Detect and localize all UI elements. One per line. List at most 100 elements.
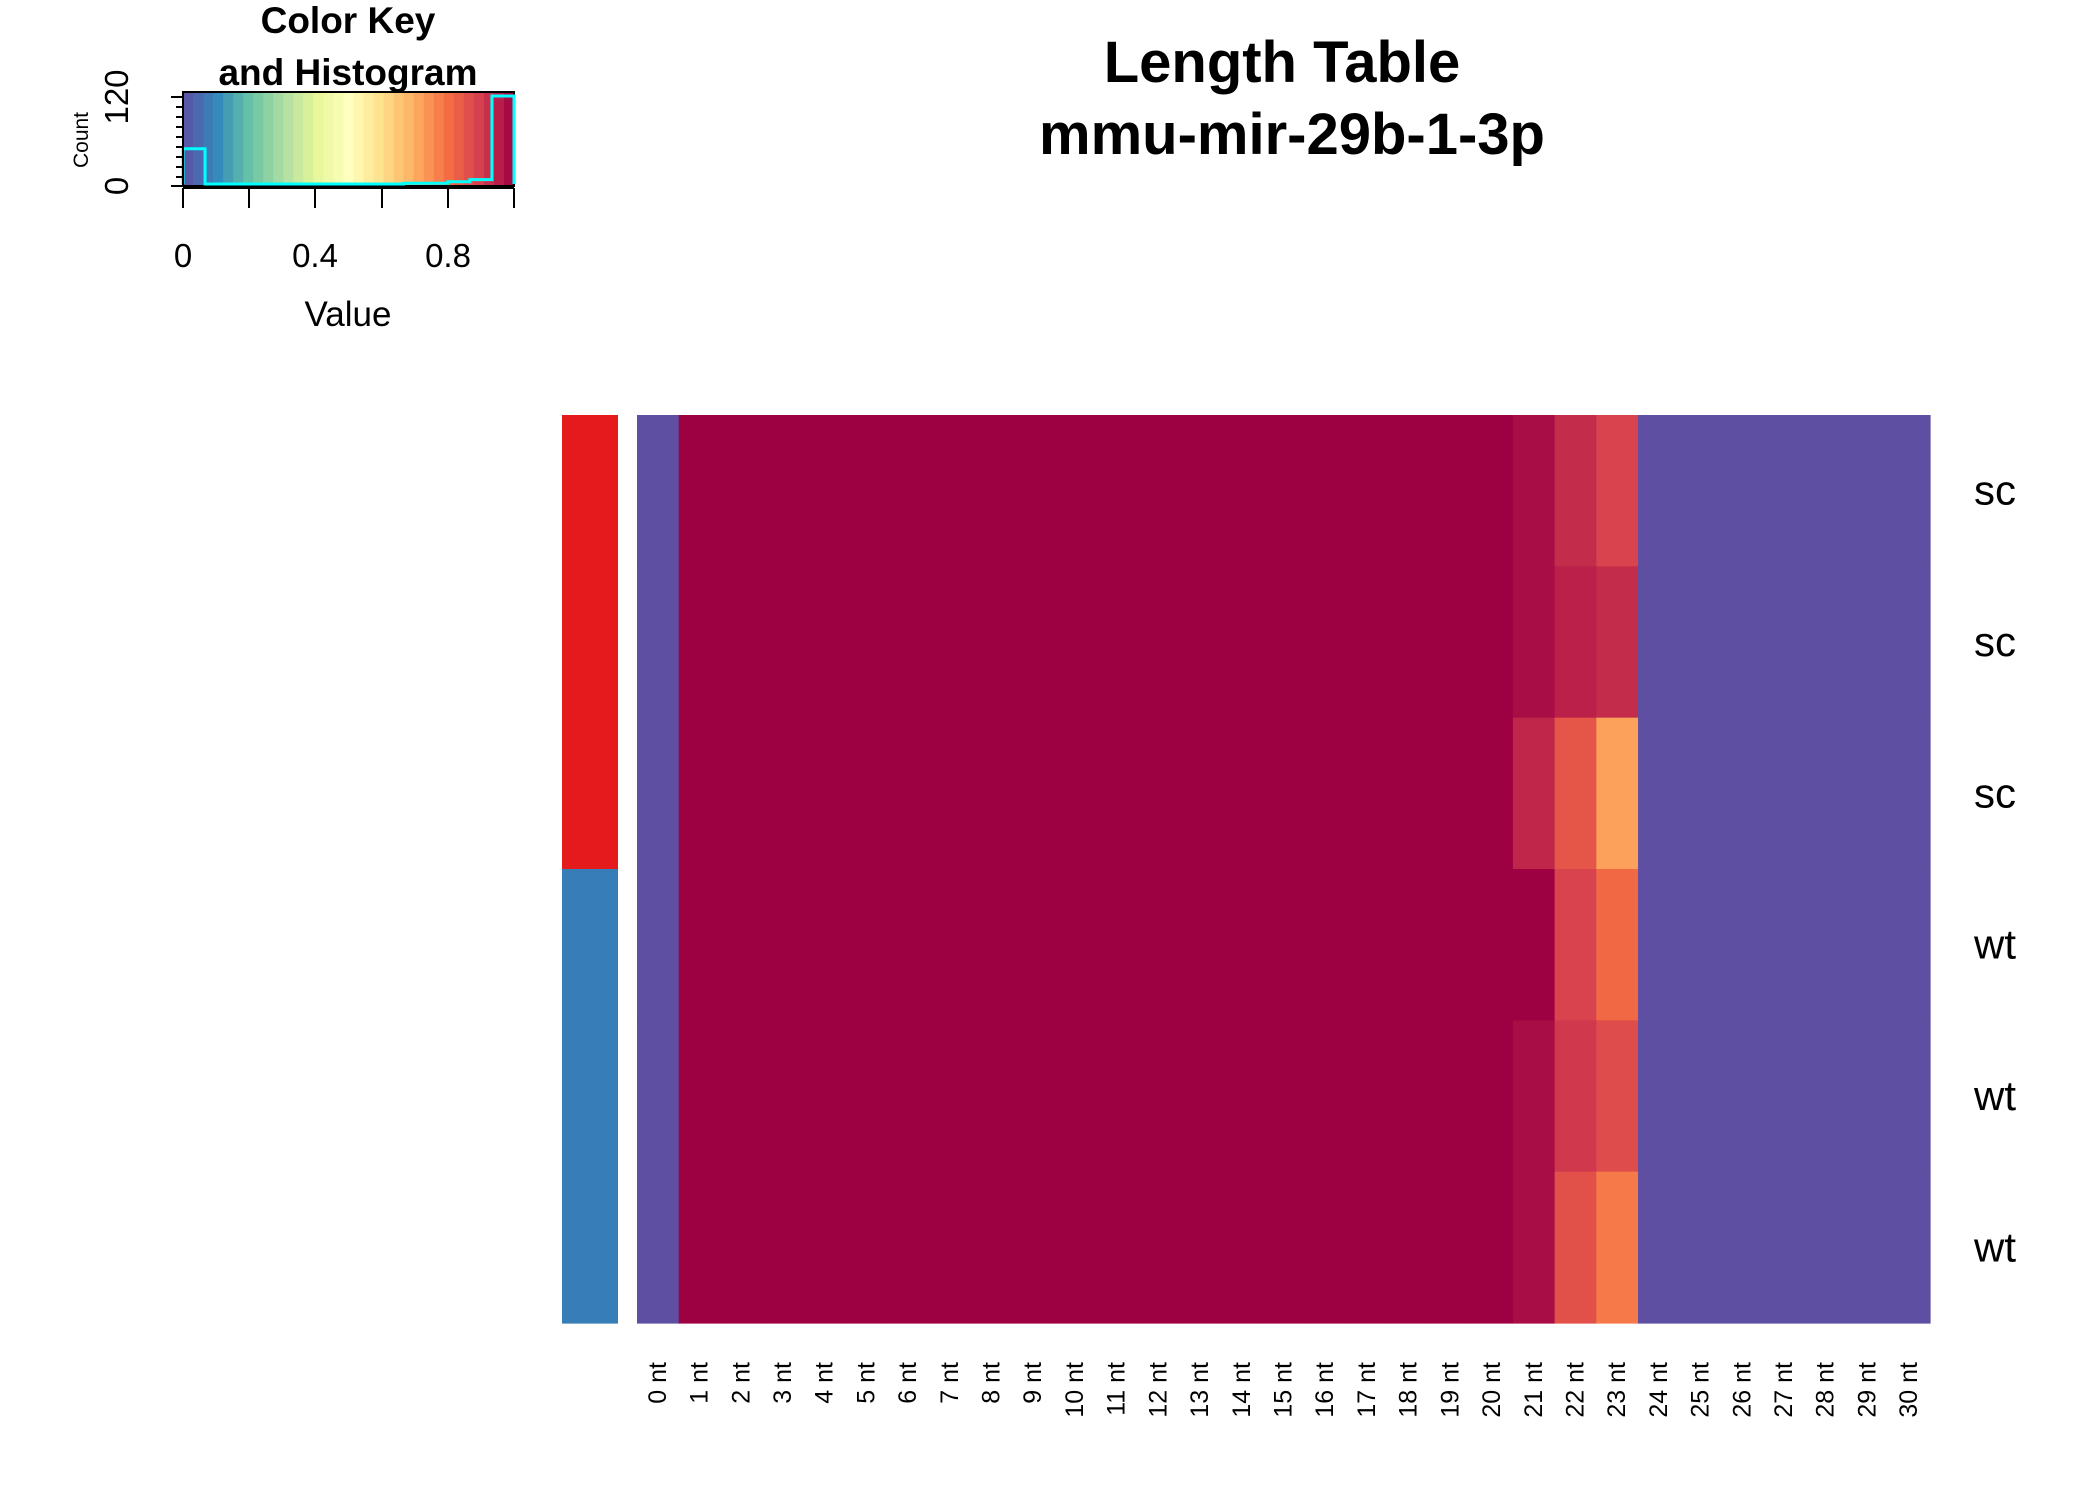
heatmap-cell (1012, 415, 1055, 567)
heatmap-cell (637, 415, 680, 567)
heatmap-cell (1054, 717, 1097, 870)
column-label: 29 nt (1853, 1362, 1881, 1418)
heatmap-cell (762, 415, 805, 567)
heatmap-cell (1638, 869, 1681, 1021)
column-label: 24 nt (1645, 1362, 1673, 1418)
heatmap-cell (1095, 415, 1139, 567)
heatmap-cell (1387, 566, 1431, 719)
heatmap-cell (845, 717, 888, 870)
color-key-strip (503, 92, 515, 186)
column-label: 19 nt (1436, 1362, 1464, 1418)
heatmap-cell (1137, 1171, 1180, 1324)
heatmap-cell (845, 415, 888, 567)
row-label: sc (1974, 618, 2016, 665)
heatmap-cell (1596, 415, 1639, 567)
column-label: 30 nt (1895, 1362, 1923, 1418)
row-side-color (562, 415, 618, 567)
heatmap-cell (1888, 1171, 1931, 1324)
heatmap-cell (1512, 717, 1556, 870)
heatmap-cell (1471, 869, 1514, 1021)
heatmap-cell (1846, 1020, 1889, 1173)
heatmap-cell (803, 1020, 847, 1173)
heatmap-cell (1554, 415, 1597, 567)
color-key-strip (303, 92, 314, 186)
color-key-strip (233, 92, 244, 186)
row-label: wt (1973, 1072, 2016, 1119)
heatmap-cell (1179, 1020, 1222, 1173)
column-label: 26 nt (1728, 1362, 1756, 1418)
heatmap-cell (1179, 869, 1222, 1021)
color-key-strip (423, 92, 435, 186)
heatmap-cell (887, 869, 930, 1021)
heatmap-cell (1763, 1020, 1806, 1173)
color-key-strip (243, 92, 254, 186)
heatmap-cell (1679, 717, 1723, 870)
heatmap-cell (1679, 1171, 1723, 1324)
heatmap-cell (1179, 1171, 1222, 1324)
row-side-color (562, 869, 618, 1021)
heatmap-cell (803, 717, 847, 870)
heatmap-cell (1721, 415, 1764, 567)
column-label: 2 nt (727, 1362, 755, 1404)
heatmap-cell (720, 566, 763, 719)
heatmap-cell (637, 717, 680, 870)
heatmap-cell (1095, 1020, 1139, 1173)
heatmap-cell (928, 1020, 972, 1173)
column-label: 0 nt (644, 1362, 672, 1404)
heatmap-cell (1846, 869, 1889, 1021)
heatmap-cell (1262, 869, 1305, 1021)
heatmap-cell (1304, 566, 1347, 719)
heatmap-cell (1262, 566, 1305, 719)
heatmap-cell (1888, 415, 1931, 567)
heatmap-cell (1512, 1171, 1556, 1324)
heatmap-cell (678, 1171, 722, 1324)
heatmap-cell (887, 1171, 930, 1324)
row-label: sc (1974, 769, 2016, 816)
heatmap-cell (1554, 1020, 1597, 1173)
color-key-strip (413, 92, 425, 186)
color-key-strip (433, 92, 445, 186)
heatmap-cell (720, 1171, 763, 1324)
color-key-strip (293, 92, 304, 186)
heatmap-cell (1054, 1020, 1097, 1173)
heatmap-cell (845, 1171, 888, 1324)
heatmap-cell (1512, 1020, 1556, 1173)
heatmap-cell (1346, 717, 1389, 870)
heatmap-cell (928, 415, 972, 567)
heatmap-cell (1179, 566, 1222, 719)
heatmap-cell (1888, 1020, 1931, 1173)
column-label: 1 nt (686, 1362, 714, 1404)
column-label: 6 nt (894, 1362, 922, 1404)
heatmap-cell (1304, 1171, 1347, 1324)
heatmap-cell (1596, 1171, 1639, 1324)
heatmap-cell (720, 869, 763, 1021)
heatmap-cell (1429, 566, 1472, 719)
heatmap-cell (928, 1171, 972, 1324)
heatmap-cell (1387, 717, 1431, 870)
heatmap-cell (1220, 717, 1264, 870)
heatmap-cell (637, 566, 680, 719)
color-key-strip (393, 92, 405, 186)
heatmap-cell (1471, 566, 1514, 719)
count-tick-0: 0 (98, 177, 135, 195)
column-label: 10 nt (1061, 1362, 1089, 1418)
heatmap-cell (1012, 566, 1055, 719)
heatmap-cell (887, 717, 930, 870)
heatmap-cell (1846, 415, 1889, 567)
heatmap-cell (1137, 1020, 1180, 1173)
heatmap-cell (1471, 717, 1514, 870)
heatmap-cell (762, 1020, 805, 1173)
heatmap-cell (1596, 566, 1639, 719)
heatmap-cell (678, 415, 722, 567)
heatmap-cell (845, 1020, 888, 1173)
heatmap-cell (1596, 1020, 1639, 1173)
heatmap-cell (762, 1171, 805, 1324)
color-key-strip (213, 92, 224, 186)
heatmap-cell (1304, 717, 1347, 870)
column-label: 17 nt (1353, 1362, 1381, 1418)
column-label: 13 nt (1186, 1362, 1214, 1418)
color-key-strip (343, 92, 355, 186)
heatmap-cell (1262, 1020, 1305, 1173)
row-labels: sc sc sc wt wt wt (1973, 467, 2016, 1271)
